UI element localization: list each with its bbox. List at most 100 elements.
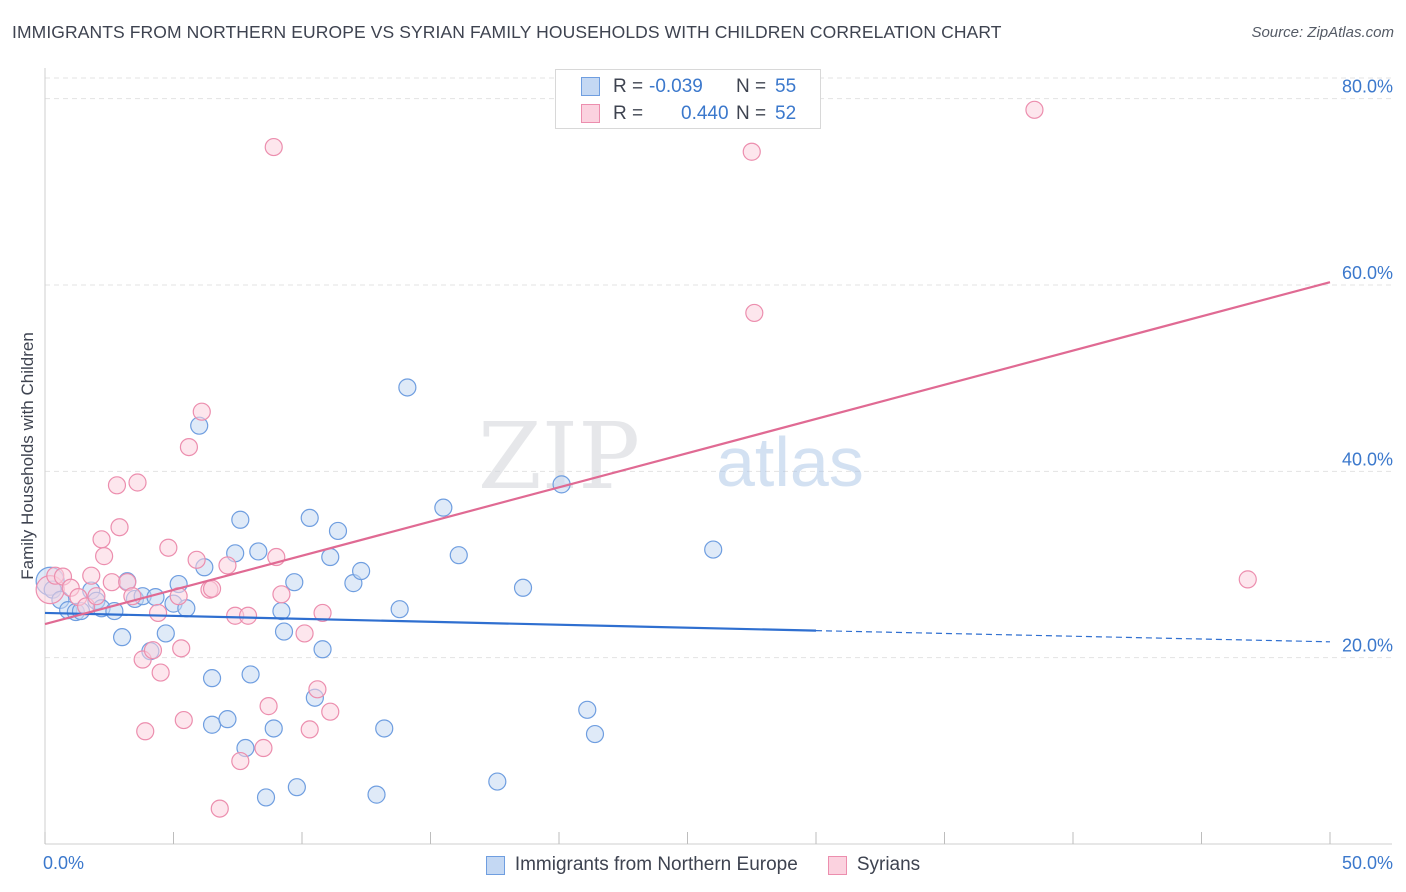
data-point [1025,100,1044,119]
points-layer [35,100,1257,818]
data-point [308,680,327,699]
data-point [745,303,764,323]
data-point [272,601,291,621]
stats-swatch-pink [581,104,600,123]
data-point [285,573,304,592]
data-point [87,587,106,606]
data-point [136,722,155,741]
data-point [179,437,199,457]
axis-layer [44,68,1392,845]
data-point [328,521,348,541]
stats-n-label: N = [736,103,767,124]
stats-n-value: 52 [775,103,797,124]
data-point [192,402,211,421]
data-point [352,561,371,581]
data-point [102,573,121,592]
data-point [585,724,605,744]
trend-line-extension [815,630,1331,643]
chart-legend: Immigrants from Northern Europe Syrians [0,848,1406,882]
data-point [390,600,409,619]
watermark-zip: ZIP [478,403,640,510]
data-point [249,542,268,561]
data-point [287,778,306,797]
data-point [159,538,178,557]
data-point [231,510,250,529]
legend-swatch-pink [827,855,847,875]
data-point [202,715,222,734]
data-point [174,710,193,730]
data-point [210,799,229,818]
trend-line [44,281,1331,626]
data-point [704,540,723,559]
data-point [264,137,283,157]
data-point [92,530,111,549]
data-point [187,550,206,569]
data-point [321,547,340,567]
y-tick-label: 20.0% [1342,636,1393,656]
data-point [264,719,283,738]
data-point [449,546,468,565]
data-point [143,641,163,660]
chart-title: IMMIGRANTS FROM NORTHERN EUROPE VS SYRIA… [12,22,1002,42]
legend-swatch-blue [485,855,505,875]
data-point [513,578,533,597]
data-point [107,476,127,495]
data-point [241,665,260,684]
data-point [313,603,332,623]
data-point [238,606,258,625]
data-point [151,663,170,682]
data-point [95,547,114,566]
stats-legend: R = -0.039 N = 55 R = 0.440 N = 52 [555,69,821,129]
data-point [82,566,101,585]
data-point [300,720,319,739]
watermark-atlas: atlas [716,423,864,501]
data-point [202,669,222,688]
trend-layer [44,281,1331,643]
legend-item-northern-europe[interactable]: Immigrants from Northern Europe [485,854,798,876]
data-point [156,624,175,643]
x-tick-label: 50.0% [1342,853,1393,873]
data-point [313,640,332,659]
stats-n-label: N = [736,76,767,97]
legend-item-syrians[interactable]: Syrians [827,854,921,876]
data-point [742,142,761,161]
data-point [202,579,222,598]
stats-r-value: 0.440 [681,103,729,124]
data-point [218,556,237,575]
stats-r-value: -0.039 [649,76,703,97]
data-point [274,622,294,641]
y-tick-label: 60.0% [1342,263,1393,283]
data-point [148,603,168,623]
data-point [272,585,291,604]
data-point [259,697,278,716]
data-point [434,498,453,517]
stats-r-label: R = [613,103,644,124]
data-point [254,738,273,758]
data-point [110,518,129,537]
stats-r-label: R = [613,76,644,97]
data-point [231,751,250,771]
data-point [398,378,417,397]
data-point [218,710,237,729]
data-point [295,624,314,643]
y-tick-label: 80.0% [1342,77,1393,97]
data-point [321,702,340,721]
y-axis-label: Family Households with Children [18,332,37,580]
trend-line [44,611,817,632]
data-point [375,719,394,738]
data-point [367,785,386,804]
stats-n-value: 55 [775,76,797,97]
data-point [300,508,319,528]
data-point [578,700,597,719]
data-point [172,639,191,658]
source-label: Source: ZipAtlas.com [1251,24,1394,41]
stats-swatch-blue [581,77,600,96]
legend-label: Immigrants from Northern Europe [514,854,798,875]
data-point [1238,570,1257,589]
data-point [488,772,507,791]
legend-label: Syrians [856,854,921,875]
data-point [256,788,276,807]
y-tick-label: 40.0% [1342,449,1393,469]
data-point [112,628,132,647]
